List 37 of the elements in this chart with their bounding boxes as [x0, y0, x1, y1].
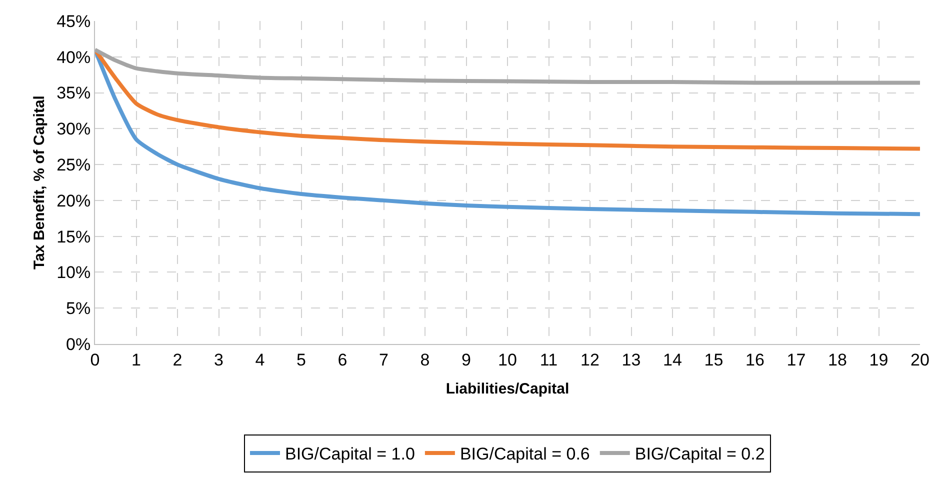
- line-series: [95, 48, 920, 85]
- y-tick-label: 30%: [56, 120, 91, 139]
- x-tick-label: 4: [255, 350, 265, 370]
- x-axis-title: Liabilities/Capital: [446, 380, 570, 398]
- x-tick-label: 16: [746, 350, 764, 370]
- legend-label: BIG/Capital = 0.6: [460, 444, 590, 464]
- y-tick-label: 35%: [56, 84, 91, 103]
- x-tick-label: 17: [786, 350, 806, 370]
- y-tick-label: 5%: [66, 299, 91, 318]
- x-tick-label: 5: [296, 350, 306, 370]
- x-tick-label: 11: [540, 350, 558, 370]
- x-tick-label: 3: [214, 350, 224, 370]
- x-tick-label: 0: [90, 350, 100, 370]
- y-axis-title: Tax Benefit, % of Capital: [30, 96, 48, 270]
- x-tick-label: 6: [338, 350, 348, 370]
- x-tick-label: 2: [172, 350, 182, 370]
- x-tick-label: 1: [132, 350, 141, 370]
- y-tick-label: 0%: [66, 334, 91, 354]
- legend-label: BIG/Capital = 1.0: [285, 444, 415, 464]
- x-tick-label: 19: [869, 350, 888, 370]
- x-tick-label: 12: [580, 350, 600, 370]
- x-tick-label: 15: [704, 350, 724, 370]
- y-tick-label: 15%: [56, 227, 91, 246]
- legend-label: BIG/Capital = 0.2: [634, 444, 765, 464]
- y-tick-label: 20%: [56, 191, 91, 210]
- x-tick-label: 10: [498, 350, 517, 370]
- x-tick-label: 9: [462, 350, 471, 370]
- x-tick-label: 7: [379, 350, 388, 370]
- x-tick-label: 13: [622, 350, 641, 370]
- y-tick-label: 25%: [56, 156, 91, 175]
- y-tick-label: 10%: [56, 263, 91, 282]
- x-tick-label: 14: [663, 350, 682, 370]
- x-tick-label: 20: [910, 350, 930, 370]
- x-tick-label: 8: [420, 350, 430, 370]
- y-tick-label: 40%: [56, 48, 91, 67]
- y-tick-label: 45%: [56, 12, 91, 31]
- x-tick-label: 18: [828, 350, 847, 370]
